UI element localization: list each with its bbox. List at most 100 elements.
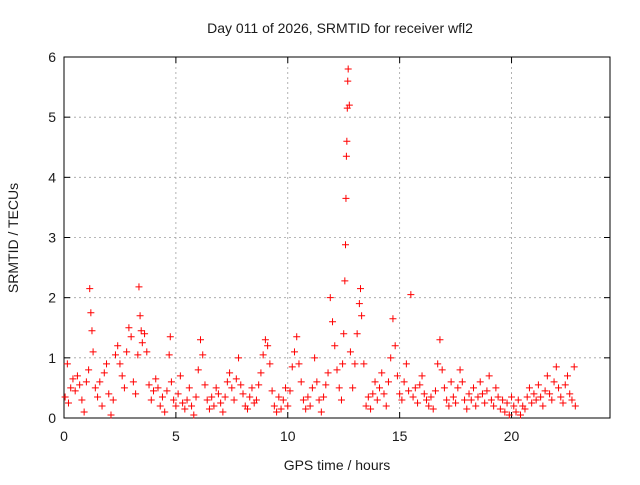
data-point <box>452 399 460 407</box>
x-tick-label: 10 <box>280 428 296 444</box>
data-point <box>203 396 211 404</box>
data-point <box>470 384 477 392</box>
data-point <box>378 369 386 377</box>
x-tick-label: 0 <box>60 428 68 444</box>
data-point <box>505 411 513 419</box>
data-point <box>91 384 99 392</box>
data-point <box>546 390 554 398</box>
data-point <box>80 408 88 416</box>
data-point <box>136 312 144 320</box>
data-point <box>409 393 417 401</box>
data-point <box>427 393 435 401</box>
data-point <box>306 402 314 410</box>
data-point <box>116 360 124 368</box>
data-point <box>194 366 202 374</box>
data-point <box>423 396 431 404</box>
data-point <box>304 393 312 401</box>
data-point <box>532 396 540 404</box>
data-point <box>337 396 345 404</box>
data-point <box>127 333 135 341</box>
data-point <box>481 399 489 407</box>
data-point <box>454 384 462 392</box>
data-point <box>237 381 245 389</box>
data-point <box>355 300 363 308</box>
data-point <box>270 402 278 410</box>
data-point <box>382 402 390 410</box>
data-point <box>297 378 305 386</box>
data-point <box>158 393 166 401</box>
data-point <box>100 369 108 377</box>
data-point <box>483 387 491 395</box>
data-point <box>485 372 493 380</box>
data-point <box>525 384 533 392</box>
data-point <box>123 348 131 356</box>
data-point <box>165 351 173 359</box>
data-point <box>208 393 216 401</box>
data-point <box>458 378 466 386</box>
data-point <box>367 405 375 413</box>
data-point <box>154 384 162 392</box>
data-point <box>243 405 251 413</box>
data-point <box>425 402 433 410</box>
data-point <box>85 366 93 374</box>
data-point <box>472 402 480 410</box>
data-point <box>181 405 189 413</box>
data-point <box>98 402 106 410</box>
data-point <box>111 351 119 359</box>
data-point <box>78 396 86 404</box>
data-point <box>552 363 560 371</box>
data-point <box>416 381 424 389</box>
data-point <box>199 351 207 359</box>
data-point <box>465 390 473 398</box>
data-point <box>568 396 576 404</box>
data-point <box>261 336 269 344</box>
data-point <box>356 285 364 293</box>
data-point <box>103 360 111 368</box>
data-point <box>371 378 379 386</box>
data-point <box>64 399 72 407</box>
data-point <box>436 336 444 344</box>
data-point <box>478 390 486 398</box>
data-point <box>226 369 234 377</box>
data-point <box>445 402 453 410</box>
data-point <box>277 405 285 413</box>
data-point <box>494 393 502 401</box>
data-point <box>190 411 198 419</box>
data-point <box>129 378 137 386</box>
data-point <box>266 360 274 368</box>
data-point <box>286 387 294 395</box>
data-point <box>82 378 90 386</box>
data-point <box>364 393 372 401</box>
data-point <box>467 396 475 404</box>
data-point <box>331 342 339 350</box>
data-point <box>248 384 256 392</box>
y-tick-label: 4 <box>48 169 56 185</box>
data-point <box>221 393 229 401</box>
data-point <box>197 336 204 344</box>
data-point <box>86 285 94 293</box>
data-point <box>555 384 563 392</box>
data-point <box>541 387 549 395</box>
data-point <box>557 393 565 401</box>
data-point <box>362 402 370 410</box>
data-point <box>282 384 290 392</box>
data-point <box>176 372 184 380</box>
data-point <box>324 369 332 377</box>
y-tick-label: 5 <box>48 109 56 125</box>
data-point <box>143 348 151 356</box>
data-point <box>391 342 399 350</box>
chart-title: Day 011 of 2026, SRMTID for receiver wfl… <box>207 20 473 36</box>
data-point <box>503 399 511 407</box>
data-point <box>105 390 113 398</box>
data-point <box>67 384 75 392</box>
data-point <box>264 342 272 350</box>
data-point <box>317 408 325 416</box>
data-point <box>313 378 321 386</box>
data-point <box>523 393 531 401</box>
data-point <box>339 360 347 368</box>
data-point <box>492 384 500 392</box>
data-point <box>537 393 545 401</box>
data-point <box>137 327 145 335</box>
data-point <box>166 333 174 341</box>
data-point <box>434 360 442 368</box>
